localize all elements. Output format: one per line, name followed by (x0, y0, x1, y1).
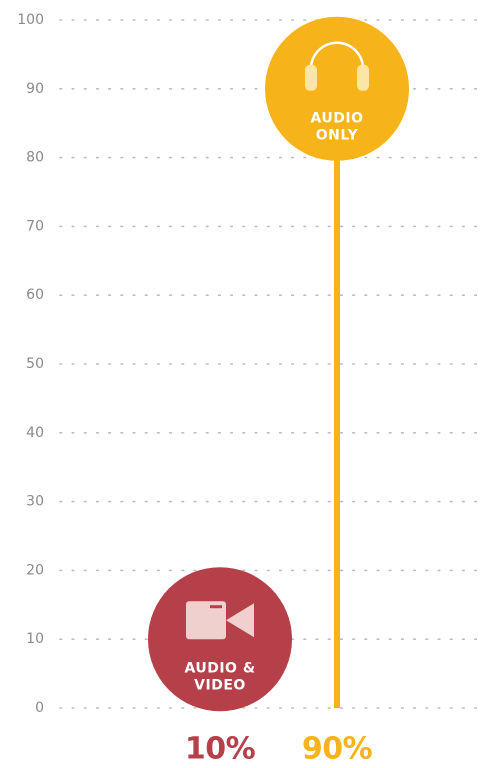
y-tick-label: 70 (26, 218, 44, 234)
value-label: 10% (185, 732, 256, 767)
lollipop: AUDIO & VIDEO (148, 567, 292, 712)
category-label: AUDIO & VIDEO (184, 661, 255, 694)
icon (305, 64, 317, 91)
y-tick-label: 50 (26, 356, 44, 372)
y-tick-label: 10 (26, 631, 44, 647)
icon (226, 603, 254, 638)
y-tick-label: 80 (26, 150, 44, 166)
y-tick-label: 30 (26, 494, 44, 510)
y-tick-label: 40 (26, 425, 44, 441)
y-tick-label: 20 (26, 562, 44, 578)
y-tick-label: 100 (17, 12, 44, 28)
y-tick-label: 0 (35, 700, 44, 716)
y-tick-label: 90 (26, 81, 44, 97)
icon (309, 41, 365, 87)
category-label: AUDIO ONLY (310, 110, 363, 143)
icon (210, 605, 222, 609)
value-label: 90% (302, 732, 373, 767)
icon (186, 601, 226, 640)
lollipop: AUDIO ONLY (265, 16, 409, 708)
icon (357, 64, 369, 91)
y-tick-label: 60 (26, 287, 44, 303)
bubble (265, 16, 409, 161)
